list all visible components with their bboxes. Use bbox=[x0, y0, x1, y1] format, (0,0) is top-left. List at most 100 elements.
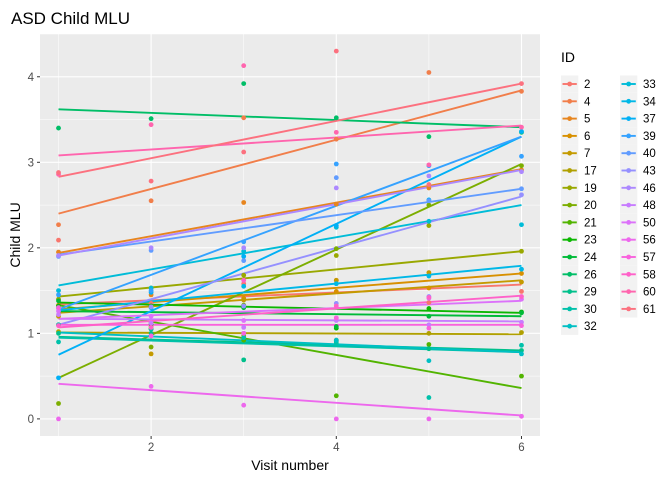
point-50 bbox=[148, 313, 154, 319]
point-56 bbox=[148, 383, 154, 389]
point-29 bbox=[56, 330, 61, 336]
point-32 bbox=[426, 358, 432, 364]
legend-key-point bbox=[626, 306, 632, 312]
trend-line-2 bbox=[58, 283, 522, 306]
point-46 bbox=[241, 245, 247, 251]
point-61 bbox=[333, 48, 339, 54]
x-tick-label: 2 bbox=[148, 442, 154, 454]
point-39 bbox=[148, 288, 154, 293]
point-40 bbox=[241, 258, 247, 264]
point-5 bbox=[333, 201, 339, 207]
legend-label-21: 21 bbox=[584, 217, 597, 229]
trend-line-50 bbox=[58, 299, 522, 320]
legend-item-30: 30 bbox=[561, 300, 597, 318]
data-points bbox=[56, 48, 524, 422]
point-43 bbox=[241, 303, 247, 309]
legend-label-29: 29 bbox=[584, 287, 597, 299]
legend-item-19: 19 bbox=[561, 179, 597, 197]
legend-key-point bbox=[626, 271, 632, 277]
point-5 bbox=[241, 200, 247, 205]
legend-item-50: 50 bbox=[620, 213, 656, 232]
legend-key-point bbox=[567, 237, 573, 243]
legend-item-40: 40 bbox=[620, 144, 656, 162]
trend-line-5 bbox=[58, 168, 522, 254]
point-30 bbox=[241, 335, 247, 341]
point-48 bbox=[241, 324, 247, 330]
point-57 bbox=[56, 305, 61, 311]
legend-item-21: 21 bbox=[561, 213, 597, 232]
point-19 bbox=[519, 248, 524, 254]
legend-key-point bbox=[626, 168, 632, 173]
point-39 bbox=[241, 239, 247, 245]
point-7 bbox=[333, 277, 339, 283]
legend-item-2: 2 bbox=[561, 75, 590, 93]
point-29 bbox=[241, 357, 247, 363]
legend-items: 2456717192021232426293032333437394043464… bbox=[561, 75, 656, 335]
point-39 bbox=[519, 153, 524, 159]
trend-line-7 bbox=[58, 279, 522, 314]
legend-key-point bbox=[626, 289, 632, 294]
point-4 bbox=[241, 115, 247, 121]
point-33 bbox=[519, 222, 524, 228]
point-4 bbox=[333, 136, 339, 142]
x-tick-label: 6 bbox=[518, 442, 524, 454]
point-7 bbox=[241, 297, 247, 303]
point-56 bbox=[333, 416, 339, 422]
legend-key-point bbox=[567, 220, 573, 225]
x-tick-label: 4 bbox=[333, 442, 340, 454]
legend-key-point bbox=[567, 185, 573, 191]
point-48 bbox=[148, 320, 154, 326]
point-34 bbox=[519, 266, 524, 272]
trend-line-32 bbox=[58, 331, 522, 354]
point-2 bbox=[519, 289, 524, 294]
trend-line-46 bbox=[58, 169, 522, 257]
point-30 bbox=[426, 395, 432, 400]
legend-item-34: 34 bbox=[620, 92, 656, 110]
y-tick-label: 4 bbox=[28, 72, 35, 84]
legend-label-60: 60 bbox=[643, 287, 656, 299]
legend-label-40: 40 bbox=[643, 148, 656, 160]
point-21 bbox=[519, 373, 524, 379]
point-20 bbox=[519, 163, 524, 169]
legend-label-39: 39 bbox=[643, 131, 656, 143]
point-26 bbox=[426, 134, 432, 140]
point-6 bbox=[519, 271, 524, 276]
point-61 bbox=[519, 81, 524, 87]
legend-item-24: 24 bbox=[561, 248, 597, 266]
point-24 bbox=[56, 298, 61, 304]
legend-item-43: 43 bbox=[620, 161, 656, 180]
legend-item-4: 4 bbox=[561, 92, 591, 110]
point-30 bbox=[333, 341, 339, 347]
trend-line-56 bbox=[58, 382, 522, 417]
point-20 bbox=[56, 401, 61, 406]
point-7 bbox=[426, 270, 432, 276]
point-30 bbox=[519, 342, 524, 348]
legend-key-point bbox=[567, 133, 573, 139]
point-57 bbox=[519, 323, 524, 329]
point-56 bbox=[241, 402, 247, 408]
point-37 bbox=[333, 223, 339, 228]
point-58 bbox=[333, 303, 339, 309]
x-axis-title: Visit number bbox=[251, 457, 329, 473]
point-43 bbox=[519, 192, 524, 198]
y-tick-label: 1 bbox=[28, 328, 34, 340]
legend-label-48: 48 bbox=[643, 200, 656, 212]
point-37 bbox=[241, 253, 247, 259]
point-56 bbox=[56, 416, 61, 422]
point-56 bbox=[519, 413, 524, 419]
legend-label-61: 61 bbox=[643, 304, 656, 316]
point-5 bbox=[56, 249, 61, 255]
legend-label-30: 30 bbox=[584, 304, 597, 316]
point-26 bbox=[148, 116, 154, 122]
point-58 bbox=[148, 324, 154, 330]
legend-item-46: 46 bbox=[620, 179, 656, 197]
legend-item-26: 26 bbox=[561, 265, 597, 283]
point-58 bbox=[519, 294, 524, 299]
point-57 bbox=[241, 330, 247, 336]
legend-label-23: 23 bbox=[584, 235, 597, 247]
legend-label-19: 19 bbox=[584, 183, 597, 195]
point-61 bbox=[426, 182, 432, 187]
legend-item-37: 37 bbox=[620, 110, 656, 128]
point-61 bbox=[148, 178, 154, 184]
